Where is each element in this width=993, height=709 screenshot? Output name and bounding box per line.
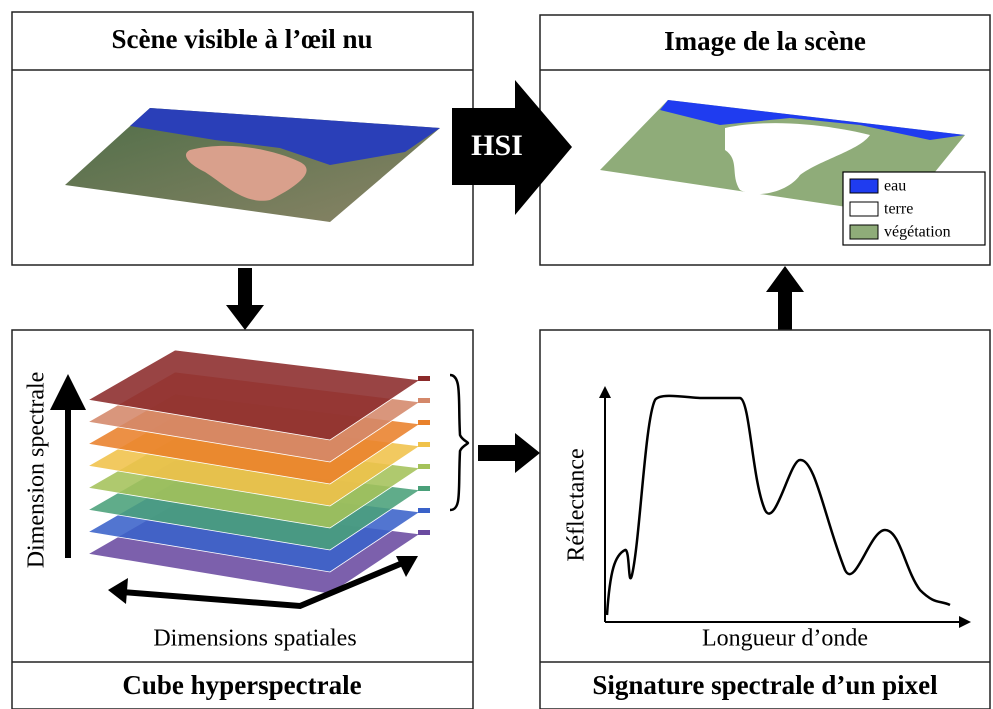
up-arrow — [766, 266, 804, 330]
arrowhead — [108, 578, 128, 604]
arrow-shape — [452, 80, 572, 215]
pixel-tab — [418, 376, 430, 381]
arrow-label: HSI — [471, 129, 523, 162]
pixel-tab — [418, 530, 430, 535]
pixel-tab — [418, 398, 430, 403]
legend-label: eau — [884, 178, 906, 195]
legend-swatch — [849, 201, 879, 217]
right-arrow — [478, 433, 540, 473]
legend-label: terre — [884, 201, 913, 218]
axis-label: Réflectance — [564, 448, 590, 561]
pixel-tab — [418, 442, 430, 447]
pixel-tab — [418, 464, 430, 469]
panel-title: Cube hyperspectrale — [122, 670, 361, 700]
cube-layers — [86, 349, 430, 595]
panel-visible: Scène visible à l’œil nu — [11, 11, 474, 266]
water — [660, 100, 965, 140]
panel-signature: Signature spectrale d’un pixel Réflectan… — [539, 329, 991, 709]
panel-image: Image de la scène eau terre végétation — [539, 14, 991, 266]
axis-label: Dimension spectrale — [24, 372, 50, 569]
panel-title: Scène visible à l’œil nu — [111, 24, 372, 54]
panel-title: Image de la scène — [664, 26, 866, 56]
legend-label: végétation — [884, 224, 951, 241]
panel-title: Signature spectrale d’un pixel — [592, 670, 938, 700]
estuary — [185, 145, 307, 201]
brace — [449, 373, 470, 512]
arrowhead — [396, 556, 418, 577]
axis-label: Dimensions spatiales — [153, 626, 356, 652]
down-arrow — [226, 268, 264, 330]
spectral-curve — [605, 394, 951, 616]
legend: eau terre végétation — [842, 171, 986, 246]
land — [725, 123, 870, 195]
panel-frame — [539, 329, 991, 709]
legend-swatch — [849, 178, 879, 194]
hsi-arrow: HSI — [452, 80, 572, 215]
pixel-tab — [418, 486, 430, 491]
spatial-axis-arrow — [121, 559, 407, 610]
axis-label: Longueur d’onde — [702, 626, 868, 652]
pixel-tab — [418, 420, 430, 425]
water — [130, 108, 440, 165]
panel-cube: Cube hyperspectrale Dimension spectrale … — [11, 329, 474, 709]
pixel-tab — [418, 508, 430, 513]
legend-swatch — [849, 224, 879, 240]
